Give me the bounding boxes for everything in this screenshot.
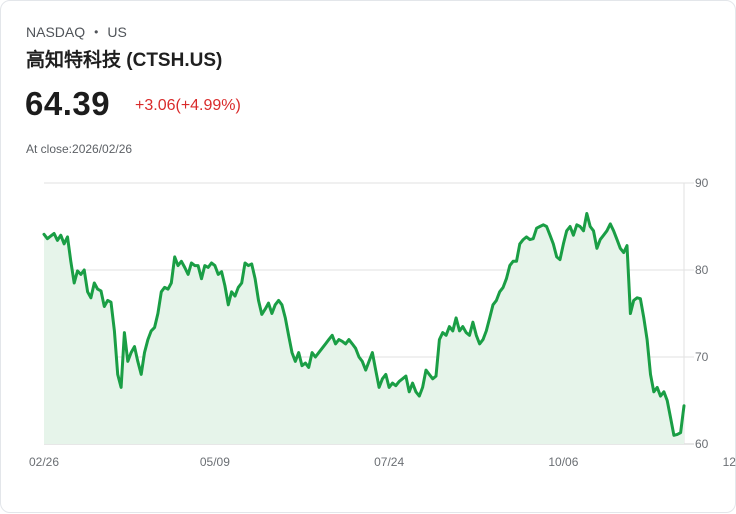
y-tick-label: 70 xyxy=(695,350,709,364)
x-tick-label: 05/09 xyxy=(200,455,230,469)
x-tick-label: 12/17 xyxy=(723,455,736,469)
separator-dot: • xyxy=(94,25,99,39)
close-date: At close:2026/02/26 xyxy=(26,142,133,156)
region-label: US xyxy=(107,24,127,40)
x-tick-label: 02/26 xyxy=(29,455,59,469)
y-tick-label: 60 xyxy=(695,437,709,451)
price-line xyxy=(42,212,686,437)
x-tick-label: 10/06 xyxy=(548,455,578,469)
price-area-fill xyxy=(44,213,684,444)
y-tick-label: 80 xyxy=(695,263,709,277)
stock-title: 高知特科技 (CTSH.US) xyxy=(26,50,223,71)
x-tick-label: 07/24 xyxy=(374,455,404,469)
y-tick-label: 90 xyxy=(695,176,709,190)
current-price: 64.39 xyxy=(25,85,111,122)
price-change: +3.06(+4.99%) xyxy=(135,97,241,114)
y-axis-labels: 60 70 80 90 xyxy=(695,176,709,451)
exchange-name: NASDAQ xyxy=(26,24,86,40)
exchange-info: NASDAQ • US xyxy=(26,24,127,40)
x-axis-labels: 02/26 05/09 07/24 10/06 12/17 xyxy=(29,455,736,469)
